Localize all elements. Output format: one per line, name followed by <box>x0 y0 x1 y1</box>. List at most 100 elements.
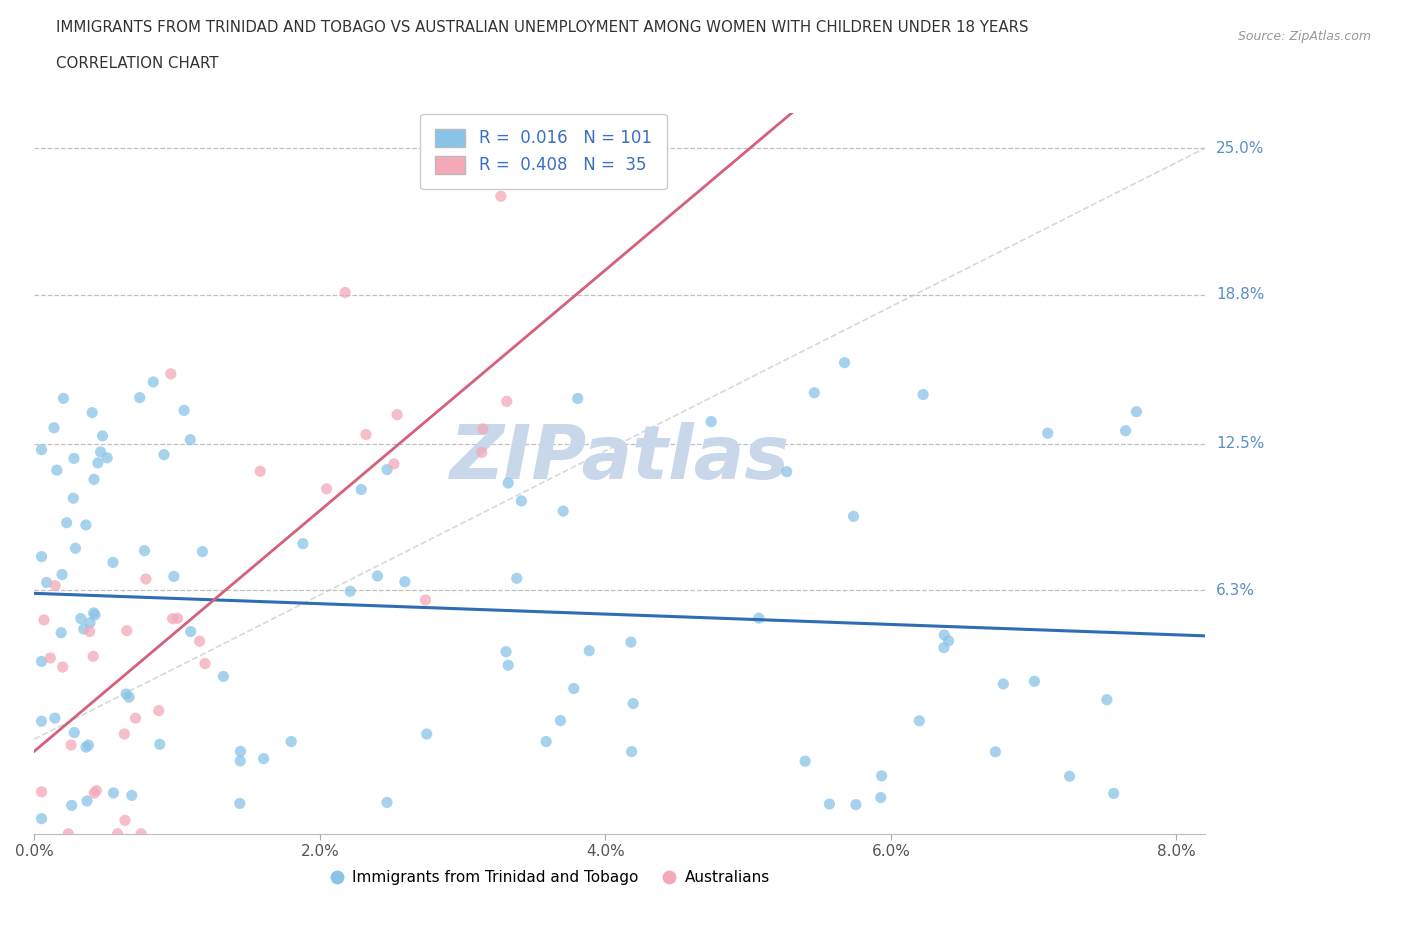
Point <box>1059 769 1081 784</box>
Point <box>91 429 114 444</box>
Point <box>103 786 125 801</box>
Text: 6.3%: 6.3% <box>1216 583 1256 598</box>
Point <box>148 703 170 718</box>
Point <box>31 811 53 826</box>
Point <box>803 385 825 400</box>
Point <box>134 543 156 558</box>
Point <box>506 571 529 586</box>
Point <box>75 518 97 533</box>
Point <box>163 569 186 584</box>
Point <box>280 734 302 749</box>
Point <box>510 494 533 509</box>
Point <box>101 555 124 570</box>
Point <box>620 744 643 759</box>
Point <box>229 753 252 768</box>
Point <box>471 421 494 436</box>
Point <box>496 658 519 672</box>
Point <box>621 696 644 711</box>
Point <box>382 457 405 472</box>
Point <box>567 391 589 405</box>
Point <box>121 788 143 803</box>
Point <box>394 575 416 590</box>
Point <box>52 659 75 674</box>
Point <box>63 451 86 466</box>
Point <box>1095 692 1118 707</box>
Point <box>58 827 80 842</box>
Point <box>415 592 437 607</box>
Point <box>180 624 202 639</box>
Text: Source: ZipAtlas.com: Source: ZipAtlas.com <box>1237 30 1371 43</box>
Point <box>415 726 437 741</box>
Point <box>191 544 214 559</box>
Point <box>578 644 600 658</box>
Point <box>114 813 136 828</box>
Point <box>83 786 105 801</box>
Point <box>49 625 72 640</box>
Point <box>993 676 1015 691</box>
Point <box>52 391 75 405</box>
Point <box>84 607 107 622</box>
Point <box>31 713 53 728</box>
Text: 18.8%: 18.8% <box>1216 287 1264 302</box>
Point <box>339 584 361 599</box>
Point <box>938 633 960 648</box>
Point <box>834 355 856 370</box>
Point <box>553 504 575 519</box>
Point <box>83 472 105 486</box>
Point <box>984 744 1007 759</box>
Point <box>229 796 252 811</box>
Point <box>45 463 67 478</box>
Point <box>31 654 53 669</box>
Point <box>1115 423 1137 438</box>
Point <box>79 616 101 631</box>
Point <box>1102 786 1125 801</box>
Point <box>76 793 98 808</box>
Point <box>1036 426 1059 441</box>
Point <box>179 432 201 447</box>
Text: 25.0%: 25.0% <box>1216 140 1264 155</box>
Point <box>932 640 955 655</box>
Point <box>31 443 53 458</box>
Point <box>82 649 104 664</box>
Point <box>253 751 276 766</box>
Point <box>79 624 101 639</box>
Point <box>44 711 66 725</box>
Point <box>51 567 73 582</box>
Point <box>62 491 84 506</box>
Point <box>96 450 118 465</box>
Point <box>160 366 183 381</box>
Point <box>42 420 65 435</box>
Point <box>495 394 517 409</box>
Point <box>115 623 138 638</box>
Point <box>128 391 150 405</box>
Point <box>65 541 87 556</box>
Point <box>107 827 129 842</box>
Point <box>82 405 104 420</box>
Point <box>550 713 572 728</box>
Point <box>842 509 865 524</box>
Point <box>1024 674 1046 689</box>
Point <box>333 285 356 299</box>
Point <box>63 725 86 740</box>
Point <box>90 445 112 459</box>
Point <box>112 726 135 741</box>
Point <box>212 669 235 684</box>
Point <box>818 797 841 812</box>
Point <box>870 768 893 783</box>
Point <box>315 482 337 497</box>
Point <box>496 475 519 490</box>
Point <box>118 690 141 705</box>
Point <box>534 734 557 749</box>
Point <box>194 657 217 671</box>
Point <box>249 464 271 479</box>
Point <box>229 744 252 759</box>
Point <box>845 797 868 812</box>
Point <box>39 651 62 666</box>
Point <box>149 737 172 751</box>
Point <box>869 790 891 805</box>
Point <box>471 445 494 459</box>
Point <box>35 575 58 590</box>
Text: ZIPatlas: ZIPatlas <box>450 422 790 496</box>
Point <box>124 711 146 725</box>
Point <box>1125 405 1147 419</box>
